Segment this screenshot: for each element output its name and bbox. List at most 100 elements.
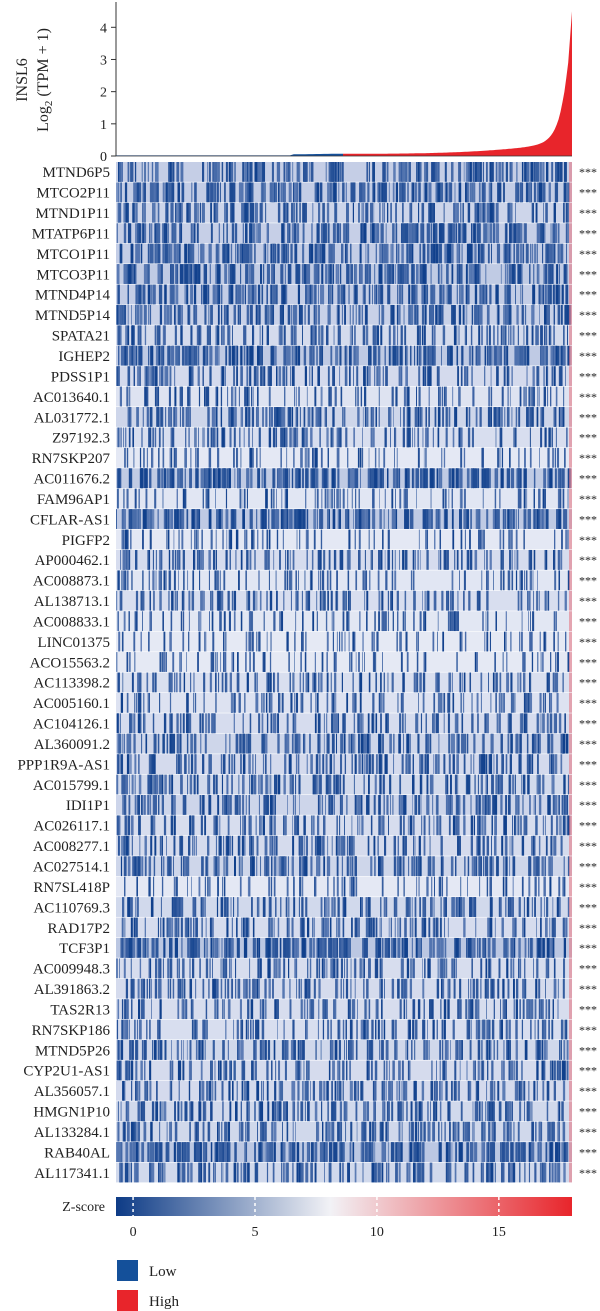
gene-label: AL356057.1 <box>34 1084 110 1100</box>
heatmap-row <box>116 856 572 877</box>
heatmap-row <box>116 1101 572 1122</box>
bar-ytick-label: 0 <box>100 150 107 165</box>
heatmap-row <box>116 570 572 591</box>
legend-swatch-low <box>117 1260 138 1281</box>
significance-label: *** <box>579 492 597 506</box>
heatmap-row <box>116 243 572 264</box>
gene-label: MTND6P5 <box>42 165 110 181</box>
heatmap-significance: *** *** *** *** *** *** *** *** *** *** *** *** *** *… <box>579 165 597 1180</box>
gene-label: RAD17P2 <box>47 921 110 937</box>
heatmap-row <box>116 223 572 244</box>
heatmap-row <box>116 284 572 305</box>
gene-label: AC015799.1 <box>33 778 110 794</box>
heatmap-row <box>116 692 572 713</box>
heatmap-row <box>116 795 572 815</box>
bar-y-axis: 0 1 2 3 4 <box>100 2 117 165</box>
gene-label: MTND4P14 <box>35 288 111 304</box>
significance-label: *** <box>579 1125 597 1139</box>
colorbar-label: Z-score <box>62 1200 105 1215</box>
heatmap-row <box>116 509 572 529</box>
significance-label: *** <box>579 308 597 322</box>
heatmap-row <box>116 325 572 346</box>
heatmap-row <box>116 1162 572 1183</box>
heatmap-row <box>116 733 572 754</box>
significance-label: *** <box>579 676 597 690</box>
significance-label: *** <box>579 288 597 302</box>
significance-label: *** <box>579 839 597 853</box>
heatmap-row <box>116 529 572 550</box>
gene-label: CFLAR-AS1 <box>30 512 110 528</box>
significance-label: *** <box>579 349 597 363</box>
gene-label: AC008833.1 <box>33 614 110 630</box>
colorbar-ticks: 0 5 10 15 <box>130 1197 506 1240</box>
gene-label: RAB40AL <box>44 1145 110 1161</box>
significance-label: *** <box>579 757 597 771</box>
significance-label: *** <box>579 941 597 955</box>
heatmap-row <box>116 488 572 509</box>
heatmap-row <box>116 202 572 223</box>
significance-label: *** <box>579 778 597 792</box>
heatmap-row <box>116 774 572 795</box>
significance-label: *** <box>579 410 597 424</box>
gene-label: AC110769.3 <box>33 900 110 916</box>
significance-label: *** <box>579 982 597 996</box>
bar-ytick-label: 4 <box>100 21 107 36</box>
significance-label: *** <box>579 1166 597 1180</box>
heatmap-row <box>116 182 572 203</box>
significance-label: *** <box>579 1064 597 1078</box>
significance-label: *** <box>579 369 597 383</box>
gene-label: RN7SKP207 <box>32 451 111 467</box>
gene-label: TAS2R13 <box>50 1002 110 1018</box>
gene-label: Z97192.3 <box>52 431 110 447</box>
colorbar-gradient <box>116 1197 572 1216</box>
gene-label: RN7SKP186 <box>32 1023 111 1039</box>
gene-label: AC026117.1 <box>33 819 110 835</box>
gene-label: MTND5P26 <box>35 1043 111 1059</box>
significance-label: *** <box>579 512 597 526</box>
colorbar-tick-label: 15 <box>492 1225 506 1240</box>
heatmap-row <box>116 876 572 897</box>
heatmap-row <box>116 162 572 182</box>
significance-label: *** <box>579 962 597 976</box>
significance-label: *** <box>579 819 597 833</box>
gene-label: MTCO3P11 <box>36 267 110 283</box>
significance-label: *** <box>579 329 597 343</box>
significance-label: *** <box>579 737 597 751</box>
gene-label: RN7SL418P <box>33 880 110 896</box>
heatmap-row <box>116 631 572 652</box>
legend-label-low: Low <box>149 1264 177 1280</box>
gene-label: AC008277.1 <box>33 839 110 855</box>
significance-label: *** <box>579 798 597 812</box>
gene-label: AL138713.1 <box>34 594 110 610</box>
significance-label: *** <box>579 1084 597 1098</box>
gene-label: AC005160.1 <box>33 696 110 712</box>
gene-label: HMGN1P10 <box>33 1105 110 1121</box>
gene-label: LINC01375 <box>38 635 111 651</box>
gene-label: PIGFP2 <box>62 533 110 549</box>
significance-label: *** <box>579 859 597 873</box>
gene-label: AL031772.1 <box>34 410 110 426</box>
significance-label: *** <box>579 390 597 404</box>
significance-label: *** <box>579 1105 597 1119</box>
legend: Low High <box>117 1260 180 1311</box>
significance-label: *** <box>579 880 597 894</box>
heatmap-row <box>116 590 572 611</box>
heatmap-row <box>116 549 572 570</box>
heatmap-row <box>116 754 572 774</box>
heatmap-row <box>116 815 572 836</box>
significance-label: *** <box>579 655 597 669</box>
significance-label: *** <box>579 635 597 649</box>
heatmap-row <box>116 652 572 672</box>
gene-label: PDSS1P1 <box>51 369 110 385</box>
gene-label: MTND5P14 <box>35 308 111 324</box>
gene-label: AC113398.2 <box>33 676 110 692</box>
heatmap-gene-labels: MTND6P5 MTCO2P11 MTND1P11 MTATP6P11 MTCO1P11… <box>17 165 110 1182</box>
bar-ylabel-unit: Log2 (TPM + 1) <box>35 28 55 132</box>
significance-label: *** <box>579 717 597 731</box>
bar-group-high <box>343 11 572 157</box>
gene-label: PPP1R9A-AS1 <box>17 757 110 773</box>
significance-label: *** <box>579 696 597 710</box>
heatmap-row <box>116 366 572 387</box>
gene-label: MTND1P11 <box>36 206 110 222</box>
